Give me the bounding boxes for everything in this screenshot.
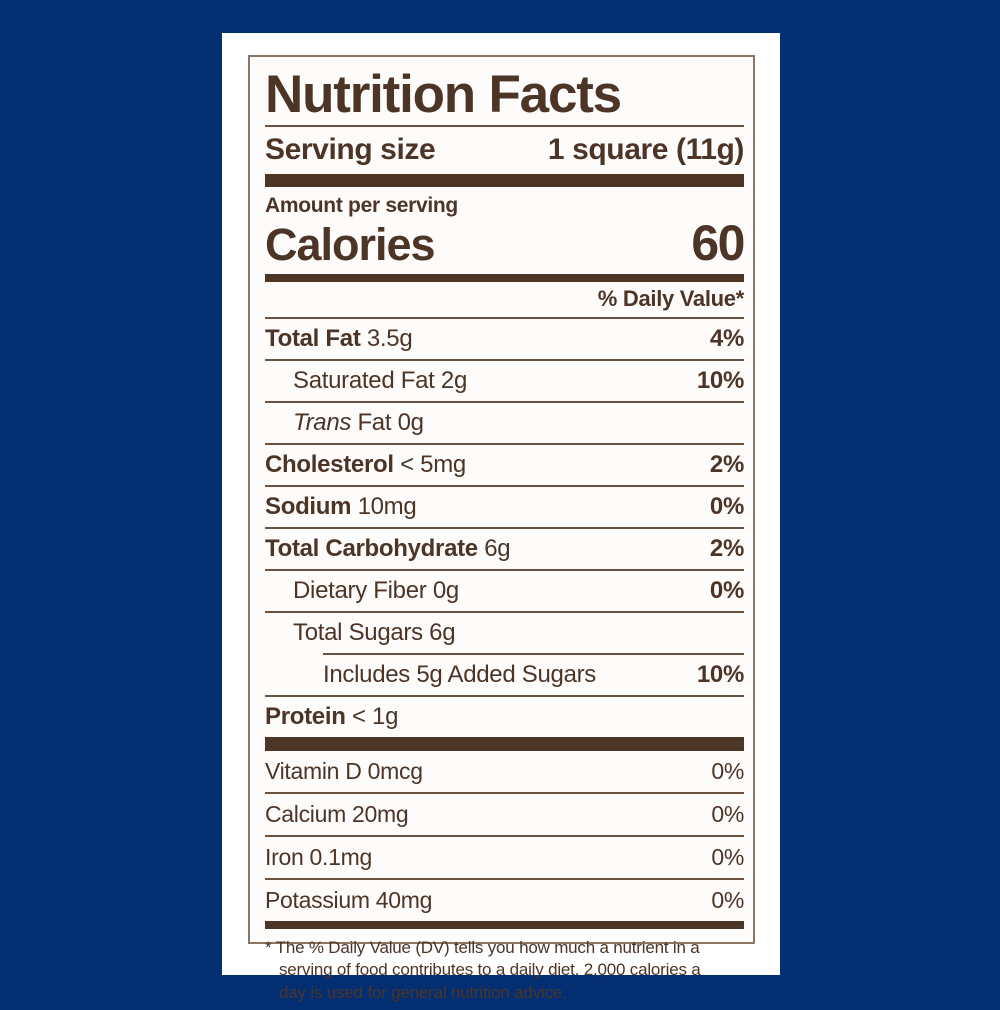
daily-value-header: % Daily Value*: [597, 285, 745, 311]
row-separator: [265, 568, 744, 571]
nutrient-name: Cholesterol < 5mg: [265, 450, 466, 478]
nutrient-row: Dietary Fiber 0g 0%: [265, 571, 744, 611]
vitamin-percent: 0%: [711, 757, 744, 784]
label-inner: Nutrition Facts Serving size 1 square (1…: [265, 61, 745, 1010]
nutrient-row: Cholesterol < 5mg 2%: [265, 445, 744, 485]
nutrition-facts-label: Nutrition Facts Serving size 1 square (1…: [248, 55, 755, 1002]
title-divider: [265, 124, 744, 127]
nutrient-name: Total Fat 3.5g: [265, 324, 413, 352]
nutrients-list: Total Fat 3.5g 4% Saturated Fat 2g 10% Trans…: [265, 316, 744, 737]
vitamin-row: Potassium 40mg 0%: [265, 880, 744, 921]
nutrient-percent: 2%: [709, 450, 744, 478]
nutrient-name: Protein < 1g: [265, 702, 399, 730]
nutrient-name: Includes 5g Added Sugars: [323, 660, 597, 688]
nutrient-row: Trans Fat 0g: [265, 403, 744, 443]
nutrient-row: Total Sugars 6g: [265, 613, 744, 653]
calories-divider-bar: [265, 273, 744, 282]
nutrient-percent: 10%: [696, 366, 744, 394]
row-separator: [265, 834, 744, 837]
nutrient-percent: 2%: [709, 534, 744, 562]
vitamin-percent: 0%: [711, 886, 744, 913]
row-separator: [265, 652, 744, 655]
footnote-line: serving of food contributes to a daily d…: [279, 960, 701, 980]
row-separator: [265, 316, 744, 319]
vitamins-divider-bar: [265, 920, 744, 929]
nutrient-percent: 0%: [709, 576, 744, 604]
nutrient-row: Includes 5g Added Sugars 10%: [265, 655, 744, 695]
vitamin-name: Iron 0.1mg: [265, 843, 372, 870]
serving-size-value: 1 square (11g): [547, 132, 745, 166]
page-title: Nutrition Facts: [265, 65, 622, 124]
vitamin-row: Vitamin D 0mcg 0%: [265, 751, 744, 792]
nutrient-row: Protein < 1g: [265, 697, 744, 737]
serving-divider-bar: [265, 173, 744, 187]
protein-divider-bar: [265, 736, 744, 751]
vitamin-percent: 0%: [711, 800, 744, 827]
nutrient-percent: 4%: [709, 324, 744, 352]
footnote-line: * The % Daily Value (DV) tells you how m…: [265, 937, 700, 957]
vitamin-percent: 0%: [711, 843, 744, 870]
nutrient-name: Saturated Fat 2g: [293, 366, 467, 394]
nutrient-percent: 0%: [709, 492, 744, 520]
vitamin-name: Vitamin D 0mcg: [265, 757, 423, 784]
calories-row: Calories 60: [265, 214, 745, 274]
label-card: Nutrition Facts Serving size 1 square (1…: [222, 33, 780, 1002]
nutrient-percent: 10%: [696, 660, 744, 688]
row-separator: [265, 526, 744, 529]
vitamin-row: Calcium 20mg 0%: [265, 794, 744, 835]
nutrient-row: Total Carbohydrate 6g 2%: [265, 529, 744, 569]
nutrient-row: Total Fat 3.5g 4%: [265, 319, 744, 359]
footnote-line: day is used for general nutrition advice…: [279, 982, 567, 1002]
row-separator: [265, 400, 744, 403]
row-separator: [265, 442, 744, 445]
row-separator: [265, 791, 744, 794]
row-separator: [265, 484, 744, 487]
nutrient-name: Sodium 10mg: [265, 492, 417, 520]
nutrient-name: Trans Fat 0g: [293, 408, 424, 436]
vitamin-row: Iron 0.1mg 0%: [265, 837, 744, 878]
serving-size-label: Serving size: [265, 132, 436, 166]
calories-value: 60: [691, 214, 745, 271]
row-separator: [265, 877, 744, 880]
row-separator: [265, 358, 744, 361]
nutrient-row: Saturated Fat 2g 10%: [265, 361, 744, 401]
nutrient-row: Sodium 10mg 0%: [265, 487, 744, 527]
row-separator: [265, 694, 744, 697]
vitamin-name: Potassium 40mg: [265, 886, 433, 913]
nutrient-name: Dietary Fiber 0g: [293, 576, 459, 604]
row-separator-line: [323, 652, 744, 655]
row-separator: [265, 610, 744, 613]
serving-size-row: Serving size 1 square (11g): [265, 127, 744, 174]
vitamins-list: Vitamin D 0mcg 0% Calcium 20mg 0% Iron 0.1mg…: [265, 751, 744, 921]
vitamin-name: Calcium 20mg: [265, 800, 409, 827]
daily-value-footnote: * The % Daily Value (DV) tells you how m…: [265, 929, 744, 1010]
nutrient-name: Total Sugars 6g: [293, 618, 456, 646]
amount-per-serving-label: Amount per serving: [265, 193, 458, 217]
nutrient-name: Total Carbohydrate 6g: [265, 534, 511, 562]
calories-label: Calories: [265, 218, 436, 270]
